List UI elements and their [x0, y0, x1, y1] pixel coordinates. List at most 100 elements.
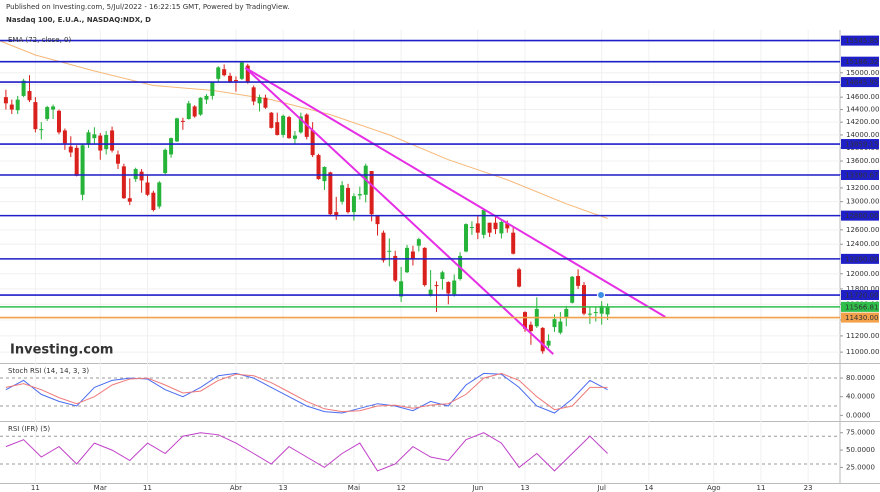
- candle-body: [605, 306, 610, 315]
- candle-body: [98, 135, 103, 151]
- level-label-box: [841, 312, 879, 323]
- candle-body: [56, 110, 61, 133]
- candle-body: [163, 149, 168, 174]
- candle-body: [233, 80, 238, 82]
- candle-body: [434, 285, 439, 287]
- level-label-box: [841, 139, 879, 150]
- candle-body: [180, 120, 185, 122]
- candle-body: [104, 134, 109, 150]
- y-tick-label: 13600.00: [846, 157, 879, 165]
- candle-body: [422, 247, 427, 286]
- level-label: 12200.00: [845, 255, 878, 263]
- trend-line: [244, 66, 666, 318]
- candle-body: [239, 62, 244, 79]
- candle-body: [51, 106, 56, 110]
- candle-body: [399, 281, 404, 297]
- y-tick-label: 40.0000: [846, 393, 875, 401]
- candle-body: [346, 187, 351, 213]
- candle-body: [393, 255, 398, 281]
- panel-title: RSI (IFR) (5): [8, 425, 50, 433]
- candle-body: [45, 107, 50, 119]
- level-label: 13390.67: [845, 172, 878, 180]
- candle-body: [39, 129, 44, 131]
- series-line: [5, 432, 608, 472]
- candle-body: [469, 226, 474, 228]
- candle-body: [198, 97, 203, 115]
- y-tick-label: 13200.00: [846, 184, 879, 192]
- candle-body: [328, 172, 333, 215]
- y-tick-label: 15000.00: [846, 69, 879, 77]
- x-tick-label: 11: [143, 484, 152, 492]
- candle-body: [145, 182, 150, 195]
- plot-area: [0, 39, 840, 355]
- panel-title: Stoch RSI (14, 14, 3, 3): [8, 367, 89, 375]
- ema-label: EMA (72, close, 0): [8, 36, 71, 44]
- candle-body: [357, 194, 362, 196]
- candle-body: [464, 224, 469, 252]
- series-line: [5, 372, 608, 414]
- candle-body: [298, 116, 303, 133]
- y-tick-label: 11800.00: [846, 285, 879, 293]
- candle-body: [33, 102, 38, 130]
- y-tick-label: 25.0000: [846, 463, 875, 471]
- candle-body: [186, 103, 191, 119]
- level-label-box: [841, 35, 879, 46]
- candle-body: [216, 67, 221, 79]
- x-tick-label: 12: [397, 484, 406, 492]
- candle-body: [115, 154, 120, 164]
- level-label: 11430.00: [845, 314, 878, 322]
- candle-body: [593, 312, 598, 314]
- level-label: 11720.00: [845, 292, 878, 300]
- candle-body: [316, 155, 321, 180]
- candle-body: [157, 182, 162, 207]
- x-tick-label: 11: [756, 484, 765, 492]
- candle-body: [351, 196, 356, 213]
- candle-body: [570, 276, 575, 303]
- candle-body: [576, 276, 581, 286]
- y-tick-label: 13000.00: [846, 198, 879, 206]
- x-tick-label: Mai: [348, 484, 360, 492]
- candle-body: [334, 212, 339, 215]
- y-tick-label: 11200.00: [846, 332, 879, 340]
- candle-body: [528, 324, 533, 332]
- level-label: 11566.81: [845, 303, 878, 311]
- candle-body: [204, 95, 209, 100]
- level-label-box: [841, 301, 879, 312]
- chart-title: Nasdaq 100, E.U.A., NASDAQ:NDX, D: [6, 16, 151, 24]
- candle-body: [481, 210, 486, 235]
- candle-body: [269, 112, 274, 128]
- candle-body: [287, 117, 292, 139]
- candle-body: [487, 222, 492, 233]
- candle-body: [263, 97, 268, 108]
- candle-body: [245, 65, 250, 82]
- y-tick-label: 11000.00: [846, 348, 879, 356]
- candle-body: [428, 289, 433, 296]
- level-label: 12800.00: [845, 212, 878, 220]
- y-tick-label: 50.0000: [846, 446, 875, 454]
- candle-body: [251, 87, 256, 102]
- candle-body: [475, 223, 480, 233]
- candle-body: [546, 340, 551, 346]
- candle-body: [511, 232, 516, 254]
- candle-body: [410, 251, 415, 259]
- candle-body: [540, 327, 545, 352]
- y-tick-label: 0.0000: [846, 411, 871, 419]
- candle-body: [169, 138, 174, 155]
- candle-body: [9, 104, 14, 110]
- candle-body: [369, 171, 374, 215]
- candle-body: [86, 132, 91, 144]
- candle-body: [121, 166, 126, 199]
- y-tick-label: 14200.00: [846, 118, 879, 126]
- candle-body: [292, 135, 297, 139]
- y-tick-label: 14000.00: [846, 131, 879, 139]
- level-label: 13859.15: [845, 141, 878, 149]
- candle-body: [405, 247, 410, 273]
- candle-body: [192, 106, 197, 117]
- candle-body: [139, 171, 144, 181]
- level-label-box: [841, 290, 879, 301]
- candle-body: [15, 99, 20, 111]
- candle-body: [387, 250, 392, 252]
- candle-body: [599, 305, 604, 314]
